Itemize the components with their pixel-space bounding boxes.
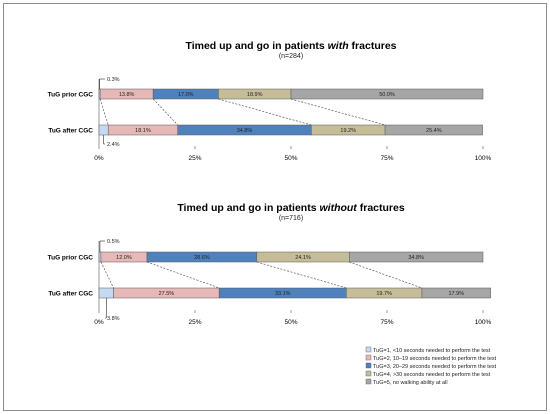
bar-value-label: 2.4% (107, 142, 120, 148)
legend: TuG=1, <10 seconds needed to perform the… (365, 346, 497, 386)
x-tick-label: 50% (284, 319, 297, 326)
bar-segment (98, 287, 114, 299)
legend-swatch (365, 378, 372, 385)
legend-item-label: TuG=3, 20–29 seconds needed to perform t… (373, 364, 497, 370)
bar-value-label: 0.3% (107, 77, 120, 83)
bar-segment (98, 124, 109, 136)
bar-value-label: 3.8% (107, 316, 120, 322)
bar-value-label: 0.5% (107, 239, 120, 245)
chart-title-part: without (319, 202, 357, 214)
connector-line (152, 98, 178, 126)
figure-frame (3, 3, 547, 411)
chart-panel-2: Timed up and go in patients without frac… (48, 202, 492, 326)
x-tick-label: 100% (475, 319, 492, 326)
bar-segment (98, 251, 102, 263)
chart-subtitle: (n=716) (279, 215, 303, 222)
bar-value-label: 17.9% (449, 291, 465, 297)
bar-value-label: 24.1% (295, 255, 311, 261)
bar-segment (290, 88, 484, 100)
bar-value-label: 25.4% (426, 128, 442, 134)
leader-line (99, 78, 105, 89)
x-tick-label: 50% (284, 155, 297, 162)
connector-line (349, 261, 423, 289)
legend-item-label: TuG=2, 10–19 seconds needed to perform t… (373, 356, 497, 362)
bar-value-label: 33.1% (275, 291, 291, 297)
x-tick-label: 75% (380, 319, 393, 326)
leader-line (103, 135, 105, 145)
chart-panel-1: Timed up and go in patients with fractur… (48, 40, 492, 162)
chart-title-part: Timed up and go in patients (185, 40, 327, 52)
x-tick-label: 75% (380, 155, 393, 162)
connector-line (146, 261, 220, 289)
x-tick-label: 100% (475, 155, 492, 162)
legend-item-label: TuG=4, >30 seconds needed to perform the… (373, 372, 491, 378)
connector-line (256, 261, 347, 289)
bar-value-label: 34.8% (408, 255, 424, 261)
legend-swatch (365, 354, 372, 361)
category-label: TuG prior CGC (48, 254, 94, 261)
bar-segment (421, 287, 491, 299)
bar-value-label: 13.8% (119, 92, 135, 98)
leader-line (99, 240, 105, 252)
leader-line (105, 298, 107, 319)
category-label: TuG prior CGC (48, 91, 94, 98)
x-tick-label: 25% (188, 319, 201, 326)
x-tick-label: 0% (94, 319, 104, 326)
chart-title-part: with (328, 40, 349, 52)
x-tick-label: 0% (94, 155, 104, 162)
x-tick-label: 25% (188, 155, 201, 162)
bar-segment (349, 251, 484, 263)
bar-value-label: 19.7% (376, 291, 392, 297)
bar-value-label: 18.1% (135, 128, 151, 134)
bar-value-label: 17.0% (178, 92, 194, 98)
chart-title: Timed up and go in patients without frac… (177, 202, 404, 214)
legend-item-label: TuG=1, <10 seconds needed to perform the… (373, 348, 491, 354)
category-label: TuG after CGC (48, 290, 93, 297)
legend-swatch (365, 362, 372, 369)
bar-value-label: 27.5% (159, 291, 175, 297)
chart-title-part: Timed up and go in patients (177, 202, 319, 214)
legend-swatch (365, 370, 372, 377)
bar-segment (384, 124, 483, 136)
bar-value-label: 12.0% (116, 255, 132, 261)
connector-line (290, 98, 386, 126)
chart-subtitle: (n=284) (279, 53, 303, 60)
connector-line (218, 98, 312, 126)
connector-line (100, 261, 114, 289)
legend-swatch (365, 346, 372, 353)
chart-title-part: fractures (349, 40, 397, 52)
chart-title-part: fractures (357, 202, 405, 214)
bar-value-label: 18.9% (247, 92, 263, 98)
bar-value-label: 50.0% (379, 92, 395, 98)
bar-value-label: 34.8% (237, 128, 253, 134)
category-label: TuG after CGC (48, 127, 93, 134)
legend-item-label: TuG=5, no walking ability at all (373, 380, 448, 386)
bar-value-label: 19.2% (340, 128, 356, 134)
chart-title: Timed up and go in patients with fractur… (185, 40, 396, 52)
bar-value-label: 28.6% (194, 255, 210, 261)
connector-line (99, 98, 109, 126)
